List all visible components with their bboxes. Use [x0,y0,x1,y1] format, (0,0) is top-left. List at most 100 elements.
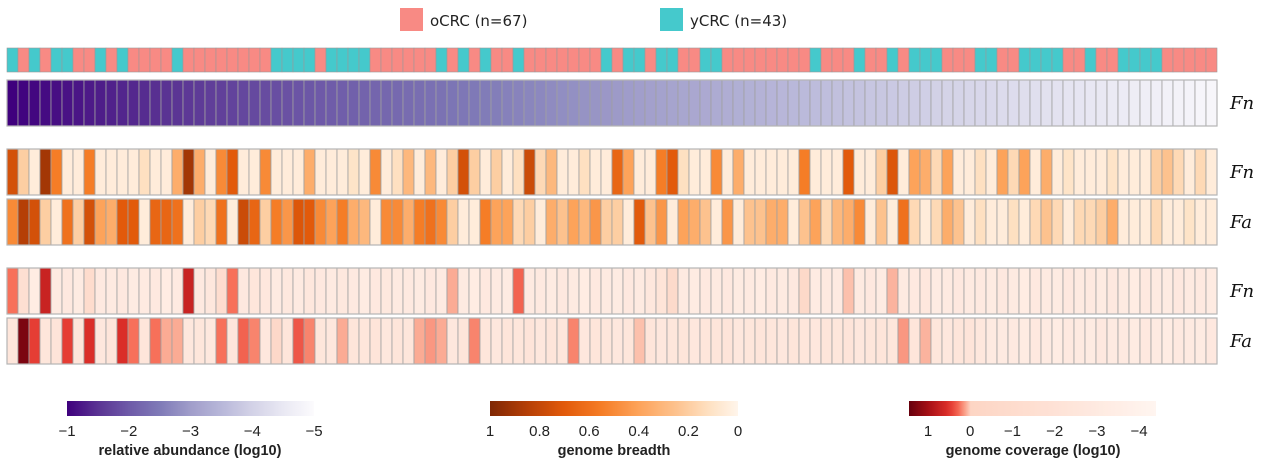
heatmap-cell [479,198,492,246]
heatmap-cell [765,317,778,365]
heatmap-cell [369,317,382,365]
heatmap-cell [710,79,723,127]
heatmap-cell [545,148,558,196]
heatmap-cell [138,317,151,365]
heatmap-cell [1205,79,1218,127]
group-cell-ocrc [39,47,52,73]
heatmap-cell [270,317,283,365]
group-cell-ocrc [798,47,811,73]
colorbar-tick-label: 0 [966,423,974,440]
heatmap-cell [798,267,811,315]
heatmap-cell [248,267,261,315]
heatmap-cell [633,198,646,246]
group-cell-ocrc [182,47,195,73]
heatmap-cell [149,267,162,315]
heatmap-cell [831,317,844,365]
heatmap-cell [1117,267,1130,315]
heatmap-cell [1128,198,1141,246]
heatmap-cell [655,317,668,365]
heatmap-cell [259,79,272,127]
heatmap-cell [952,148,965,196]
heatmap-cell [589,79,602,127]
heatmap-cell [479,317,492,365]
heatmap-cell [424,317,437,365]
heatmap-cell [116,148,129,196]
heatmap-cell [512,198,525,246]
heatmap-cell [116,198,129,246]
heatmap-cell [523,198,536,246]
heatmap-cell [215,267,228,315]
colorbar-tick-label: −4 [244,423,261,440]
heatmap-cell [600,317,613,365]
heatmap-cell [963,198,976,246]
heatmap-cell [963,317,976,365]
heatmap-cell [336,267,349,315]
colorbar-tick-label: 0.6 [579,423,600,440]
heatmap-cell [369,148,382,196]
group-cell-ocrc [864,47,877,73]
heatmap-cell [996,148,1009,196]
colorbar-tick-label: −1 [1004,423,1021,440]
heatmap-cell [919,148,932,196]
group-cell-ocrc [193,47,206,73]
group-cell-ycrc [457,47,470,73]
heatmap-cell [776,79,789,127]
heatmap-cell [1117,198,1130,246]
heatmap-cell [743,317,756,365]
heatmap-cell [600,198,613,246]
heatmap-cell [809,148,822,196]
heatmap-cell [1161,267,1174,315]
heatmap-cell [534,198,547,246]
heatmap-cell [1172,148,1185,196]
heatmap-cell [545,79,558,127]
group-cell-ocrc [897,47,910,73]
group-cell-ocrc [765,47,778,73]
group-cell-ycrc [1051,47,1064,73]
heatmap-cell [303,317,316,365]
heatmap-cell [963,148,976,196]
heatmap-cell [336,198,349,246]
heatmap-cell [6,198,19,246]
heatmap-cell [534,267,547,315]
heatmap-cell [787,317,800,365]
colorbar-tick-label: 1 [486,423,494,440]
group-cell-ycrc [171,47,184,73]
heatmap-cell [182,267,195,315]
heatmap-cell [347,148,360,196]
group-cell-ocrc [391,47,404,73]
heatmap-cell [1029,148,1042,196]
heatmap-cell [6,267,19,315]
heatmap-cell [578,317,591,365]
heatmap-cell [1106,79,1119,127]
heatmap-cell [578,198,591,246]
group-cell-ocrc [534,47,547,73]
heatmap-cell [61,79,74,127]
heatmap-cell [952,317,965,365]
heatmap-cell [974,198,987,246]
heatmap-cell [611,79,624,127]
heatmap-cell [446,198,459,246]
heatmap-cell [435,79,448,127]
heatmap-cell [985,198,998,246]
group-cell-ycrc [1018,47,1031,73]
heatmap-cell [688,148,701,196]
heatmap-cell [1040,267,1053,315]
heatmap-cell [908,198,921,246]
heatmap-cell [1183,148,1196,196]
heatmap-cell [336,79,349,127]
group-cell-ocrc [314,47,327,73]
heatmap-cell [875,317,888,365]
heatmap-cell [655,267,668,315]
heatmap-cell [864,148,877,196]
heatmap-cell [226,317,239,365]
heatmap-cell [116,317,129,365]
heatmap-cell [1095,317,1108,365]
heatmap-cell [215,79,228,127]
heatmap-cell [688,79,701,127]
heatmap-cell [1007,79,1020,127]
heatmap-cell [160,317,173,365]
heatmap-cell [1205,267,1218,315]
heatmap-cell [28,198,41,246]
heatmap-cell [886,267,899,315]
